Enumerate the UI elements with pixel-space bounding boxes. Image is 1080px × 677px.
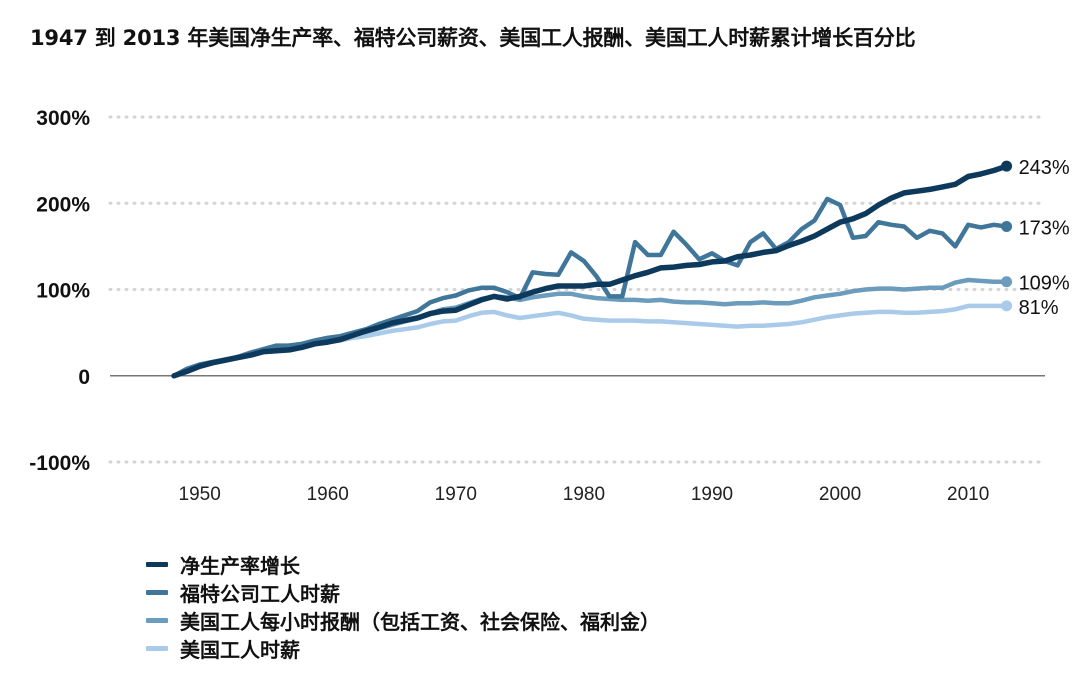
legend-swatch <box>146 645 168 651</box>
series-line-1 <box>171 163 1010 379</box>
y-axis-ticks: 300% 200% 100% 0 -100% <box>29 107 90 475</box>
x-tick-label: 1980 <box>563 484 605 505</box>
series-lines <box>171 163 1010 379</box>
legend-swatch <box>146 589 168 595</box>
y-tick-label: 300% <box>36 107 90 130</box>
series-end-label-2: 173% <box>1019 218 1070 240</box>
legend-item-4: 美国工人时薪 <box>146 634 660 662</box>
legend: 净生产率增长福特公司工人时薪美国工人每小时报酬（包括工资、社会保险、福利金） 美国… <box>146 550 660 662</box>
x-tick-label: 1950 <box>179 484 221 505</box>
end-labels: 243% 173% 109%81% <box>1001 157 1070 319</box>
x-tick-label: 2000 <box>819 484 861 505</box>
series-end-label-3: 109% <box>1019 273 1070 295</box>
series-end-marker-4 <box>1001 300 1013 312</box>
y-tick-label: 0 <box>78 366 90 389</box>
legend-label: 美国工人每小时报酬（包括工资、社会保险、福利金） <box>180 609 660 634</box>
legend-item-2: 福特公司工人时薪 <box>146 578 660 606</box>
y-tick-label: 200% <box>36 193 90 216</box>
legend-item-3: 美国工人每小时报酬（包括工资、社会保险、福利金） <box>146 606 660 634</box>
series-end-label-1: 243% <box>1019 157 1070 179</box>
legend-label: 美国工人时薪 <box>180 637 300 662</box>
x-tick-label: 1990 <box>691 484 733 505</box>
x-tick-label: 2010 <box>947 484 989 505</box>
y-tick-label: 100% <box>36 280 90 303</box>
legend-label: 净生产率增长 <box>180 553 300 578</box>
x-axis-ticks: 1950 1960 1970 1980 1990 2000 2010 <box>179 484 990 505</box>
chart-title: 1947 到 2013 年美国净生产率、福特公司薪资、美国工人报酬、美国工人时薪… <box>30 26 916 50</box>
legend-item-1: 净生产率增长 <box>146 550 660 578</box>
y-tick-label: -100% <box>29 452 90 475</box>
series-end-label-4: 81% <box>1019 297 1059 319</box>
series-end-marker-3 <box>1001 276 1013 288</box>
x-tick-label: 1970 <box>435 484 477 505</box>
legend-swatch <box>146 561 168 567</box>
series-line-4 <box>171 303 1009 379</box>
series-line-2 <box>171 196 1009 379</box>
series-end-marker-2 <box>1001 221 1013 233</box>
series-line-3 <box>171 277 1009 379</box>
x-tick-label: 1960 <box>307 484 349 505</box>
gridlines <box>108 115 1047 464</box>
legend-label: 福特公司工人时薪 <box>180 581 340 606</box>
series-end-marker-1 <box>1001 160 1013 172</box>
legend-swatch <box>146 617 168 623</box>
line-chart: 300% 200% 100% 0 -100% 1950 1960 1970 1980 1990 2… <box>29 107 1070 505</box>
